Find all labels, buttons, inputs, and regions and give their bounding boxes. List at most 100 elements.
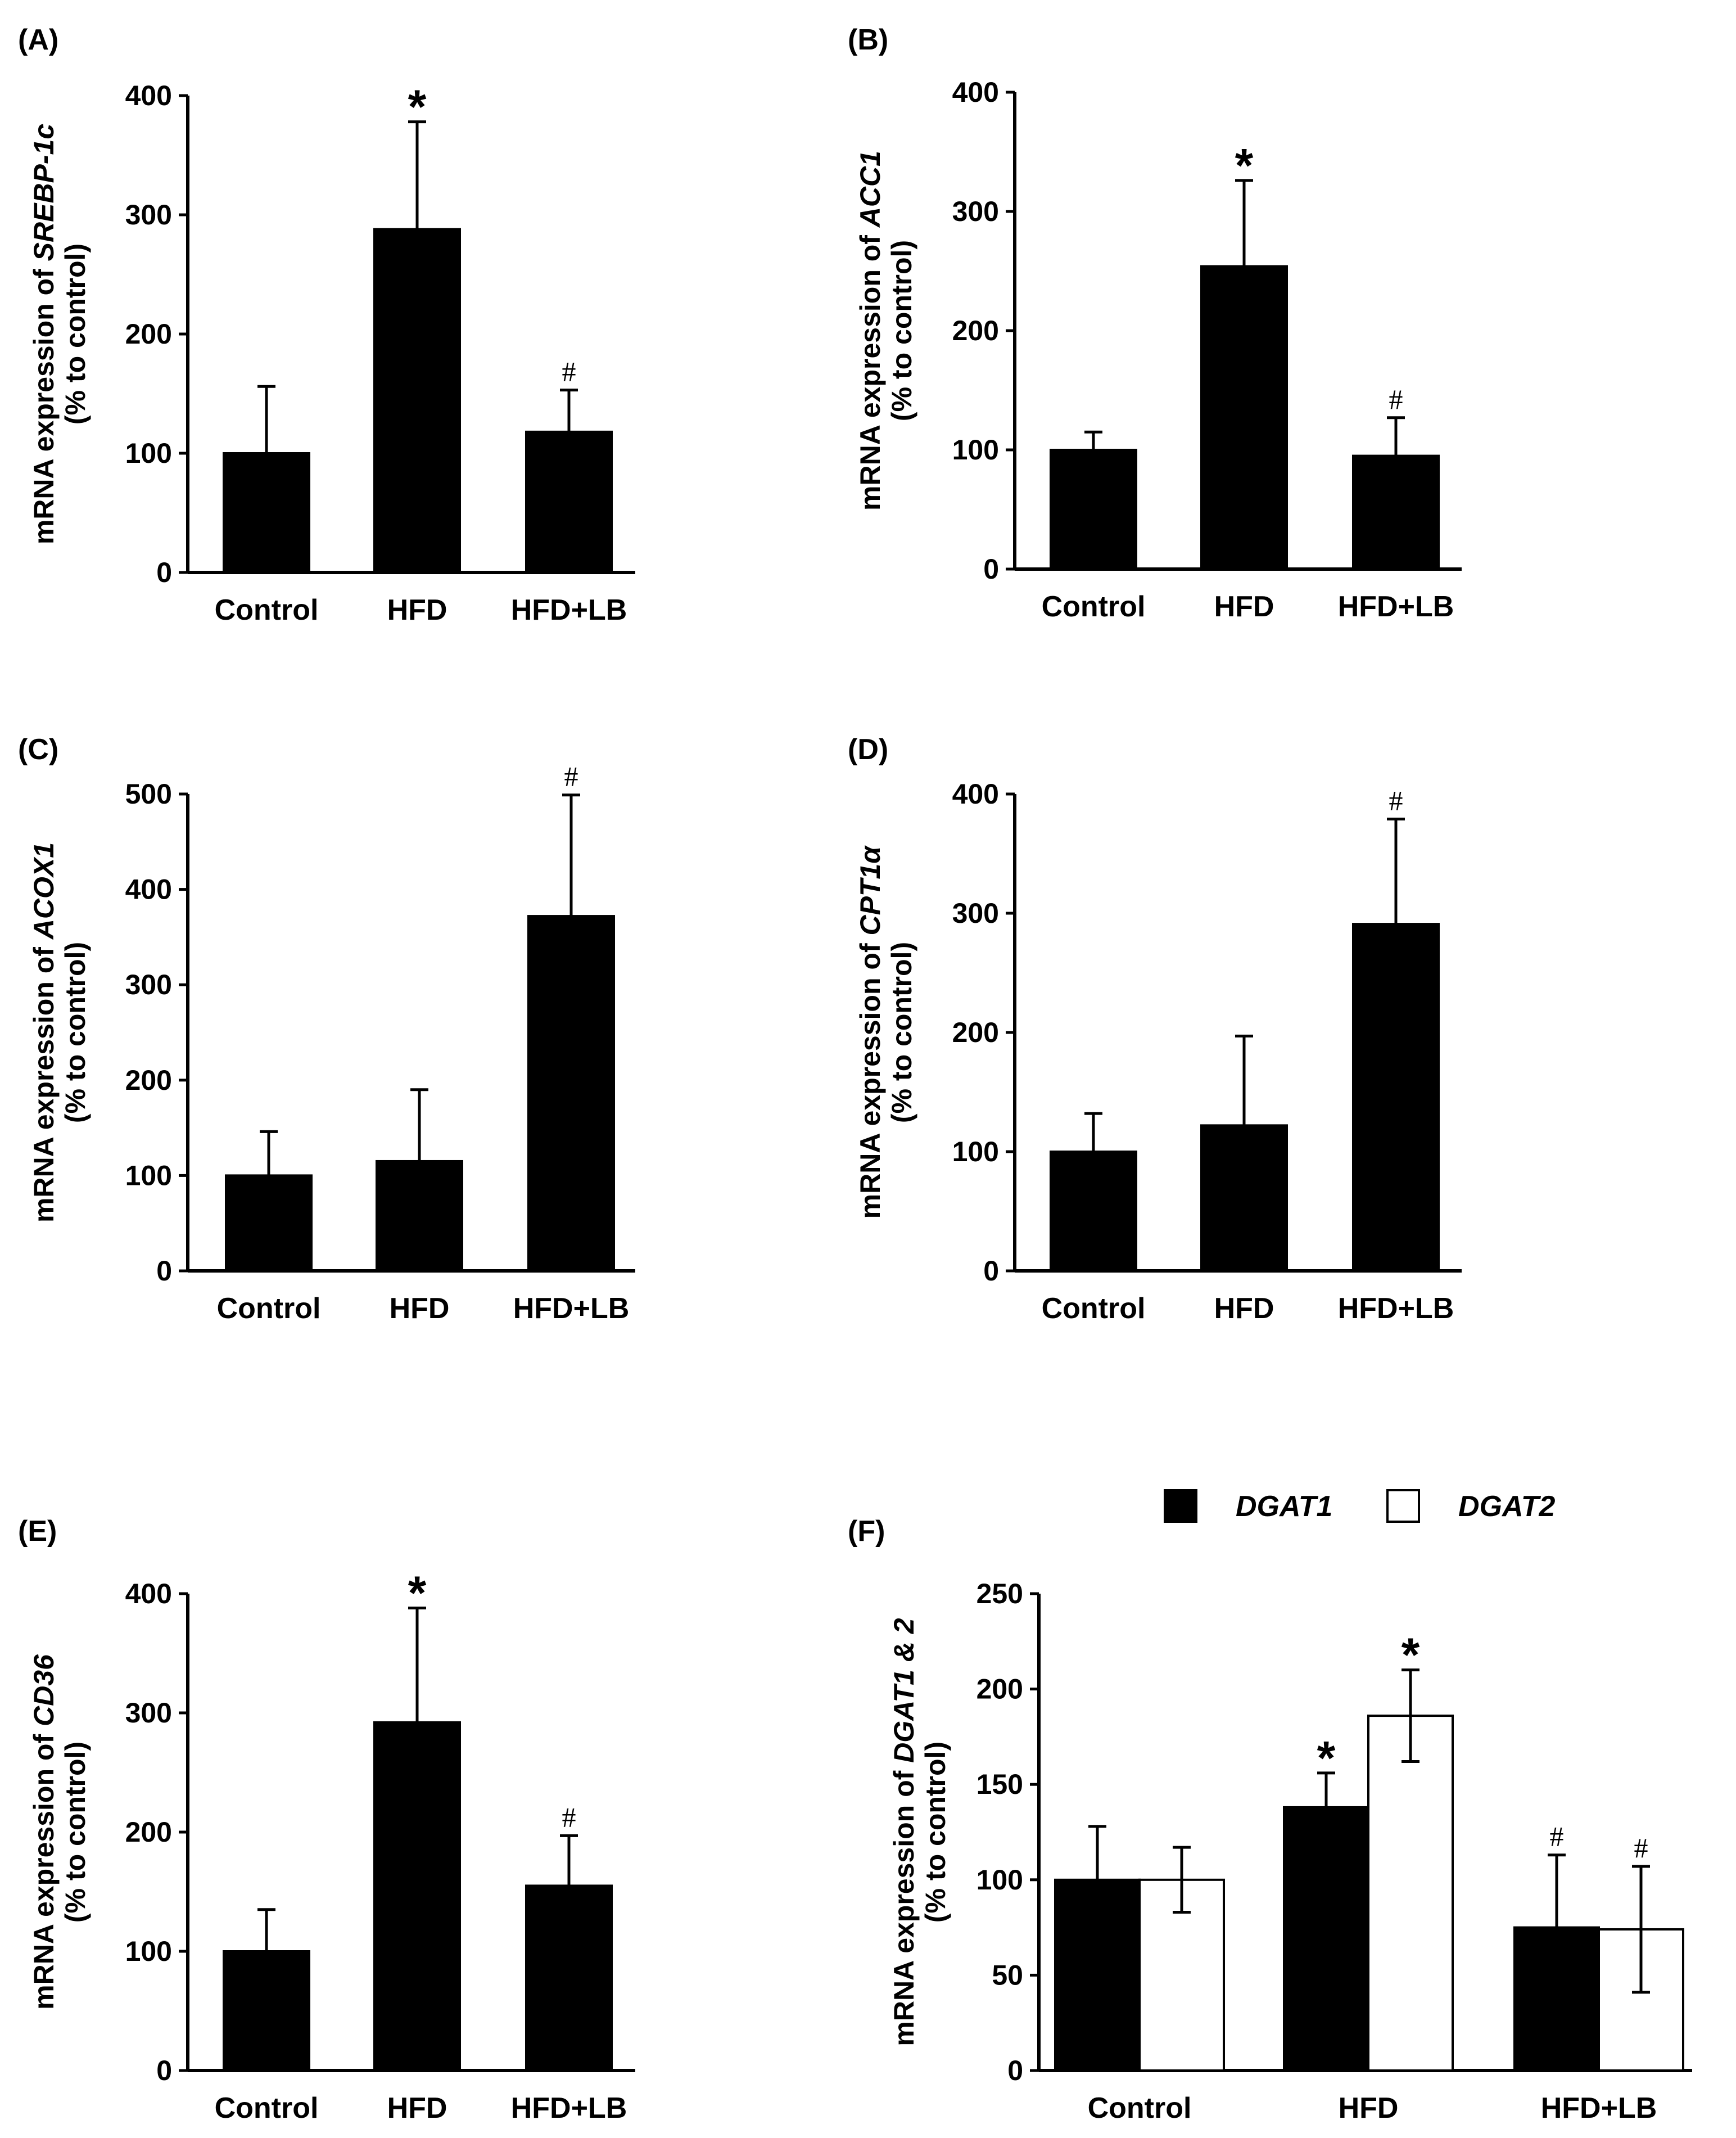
y-tick-label: 200 (125, 1816, 172, 1848)
x-category-label: Control (1042, 1292, 1146, 1325)
legend: DGAT1 DGAT2 (1164, 1489, 1555, 1523)
y-tick-label: 400 (125, 874, 172, 905)
x-category-label: HFD (1214, 590, 1274, 623)
x-category-label: HFD+LB (1338, 590, 1454, 623)
significance-star: * (1317, 1731, 1336, 1784)
y-tick-label: 0 (983, 1255, 999, 1287)
y-tick-label: 200 (125, 1065, 172, 1096)
y-tick-label: 400 (952, 778, 999, 810)
significance-star: * (408, 80, 427, 133)
y-axis-label-unit: (% to control) (60, 1742, 91, 1923)
legend-label: DGAT1 (1236, 1490, 1332, 1523)
x-category-label: HFD (390, 1292, 450, 1325)
y-axis-label-gene: ACOX1 (28, 842, 60, 940)
y-axis-label: mRNA expression of CD36(% to control) (28, 1654, 91, 2010)
y-axis-label: mRNA expression of ACOX1(% to control) (28, 842, 91, 1223)
bar-mrna-hfd-lb (525, 430, 613, 574)
x-category-label: HFD (1214, 1292, 1274, 1325)
bar-mrna-hfd (1200, 265, 1288, 570)
y-axis-label-unit: (% to control) (920, 1742, 951, 1923)
x-category-label: Control (217, 1292, 321, 1325)
y-tick-label: 100 (125, 1936, 172, 1967)
y-axis-label-gene: DGAT1 & 2 (888, 1618, 920, 1763)
y-tick-label: 500 (125, 778, 172, 810)
panel-e: (E) 0 100 200 300 400 Control HFD HFD+LB mRNA exp… (18, 1515, 635, 2125)
significance-hash: # (562, 356, 576, 387)
panel-letter: (A) (18, 24, 58, 56)
bar-mrna-control (223, 1950, 310, 2072)
x-category-label: HFD (387, 594, 447, 626)
x-category-label: HFD+LB (513, 1292, 630, 1325)
x-category-label: HFD+LB (1338, 1292, 1454, 1325)
y-tick-label: 0 (983, 553, 999, 585)
y-tick-label: 150 (976, 1769, 1023, 1800)
x-category-label: HFD+LB (1541, 2092, 1657, 2125)
y-tick-label: 50 (992, 1959, 1023, 1991)
x-category-label: HFD (387, 2092, 447, 2125)
y-tick-label: 300 (125, 199, 172, 231)
x-category-label: HFD+LB (511, 594, 627, 626)
y-tick-label: 300 (125, 969, 172, 1000)
y-tick-label: 200 (952, 315, 999, 346)
bar-mrna-hfd-lb (525, 1884, 613, 2072)
y-tick-label: 200 (952, 1017, 999, 1048)
x-category-label: Control (215, 2092, 319, 2125)
y-axis-label-gene: CPT1α (855, 845, 886, 936)
legend-swatch (1164, 1489, 1197, 1523)
y-axis-label-unit: (% to control) (60, 243, 91, 425)
y-axis-label-unit: (% to control) (886, 240, 917, 421)
y-axis-label-gene: ACC1 (855, 151, 886, 228)
significance-hash: # (1389, 384, 1403, 415)
legend-label: DGAT2 (1458, 1490, 1555, 1523)
panel-letter: (B) (848, 24, 888, 56)
y-axis-label: mRNA expression of DGAT1 & 2(% to contro… (888, 1618, 951, 2046)
y-axis-label: mRNA expression of SREBP-1c(% to control… (28, 124, 91, 545)
y-tick-label: 100 (952, 1136, 999, 1167)
y-axis-label-prefix: mRNA expression of (888, 1763, 920, 2046)
y-axis-label-prefix: mRNA expression of (28, 939, 60, 1223)
y-tick-label: 100 (125, 1160, 172, 1191)
bar-mrna-hfd (1200, 1124, 1288, 1272)
x-category-label: HFD+LB (511, 2092, 627, 2125)
panel-c: (C) 0 100 200 300 400 500 Control HFD HFD+LB mRNA … (18, 733, 635, 1325)
y-axis-label-unit: (% to control) (60, 942, 91, 1123)
y-axis-label-prefix: mRNA expression of (855, 227, 886, 511)
y-tick-label: 250 (976, 1578, 1023, 1609)
y-tick-label: 0 (1007, 2055, 1023, 2086)
significance-hash: # (1634, 1832, 1648, 1864)
panel-letter: (E) (18, 1515, 57, 1548)
significance-star: * (1402, 1629, 1420, 1681)
y-axis-label: mRNA expression of ACC1(% to control) (855, 151, 917, 511)
significance-hash: # (564, 761, 578, 792)
y-tick-label: 0 (156, 557, 172, 588)
bar-mrna-hfd-lb (1352, 923, 1440, 1272)
bar-mrna-control (223, 452, 310, 574)
x-category-label: Control (1088, 2092, 1192, 2125)
panel-d: (D) 0 100 200 300 400 Control HFD HFD+LB mRNA exp… (848, 733, 1462, 1325)
panel-b: (B) 0 100 200 300 400 Control HFD HFD+LB mRNA exp… (848, 24, 1462, 623)
y-axis-label-prefix: mRNA expression of (28, 261, 60, 544)
x-category-label: HFD (1339, 2092, 1399, 2125)
panel-letter: (F) (848, 1515, 885, 1548)
bar-mrna-control (1050, 1151, 1137, 1272)
y-axis-label-gene: SREBP-1c (28, 124, 60, 261)
y-tick-label: 100 (976, 1864, 1023, 1896)
panel-letter: (C) (18, 733, 58, 766)
y-tick-label: 100 (952, 434, 999, 466)
bar-mrna-control (1050, 449, 1137, 570)
y-tick-label: 300 (952, 897, 999, 929)
significance-star: * (408, 1566, 427, 1619)
bar-mrna-hfd-lb (527, 915, 615, 1272)
significance-hash: # (1550, 1821, 1564, 1852)
panel-letter: (D) (848, 733, 888, 766)
significance-hash: # (1389, 785, 1403, 817)
y-tick-label: 400 (952, 76, 999, 108)
x-category-label: Control (1042, 590, 1146, 623)
panel-a: (A) 0 100 200 300 400 Control HFD HFD+LB mRNA exp… (18, 24, 635, 626)
significance-star: * (1235, 139, 1254, 192)
y-axis-label: mRNA expression of CPT1α(% to control) (855, 845, 917, 1219)
bar-dgat1-hfd (1283, 1806, 1369, 2072)
bar-dgat2-hfd (1367, 1715, 1454, 2072)
y-tick-label: 0 (156, 1255, 172, 1287)
